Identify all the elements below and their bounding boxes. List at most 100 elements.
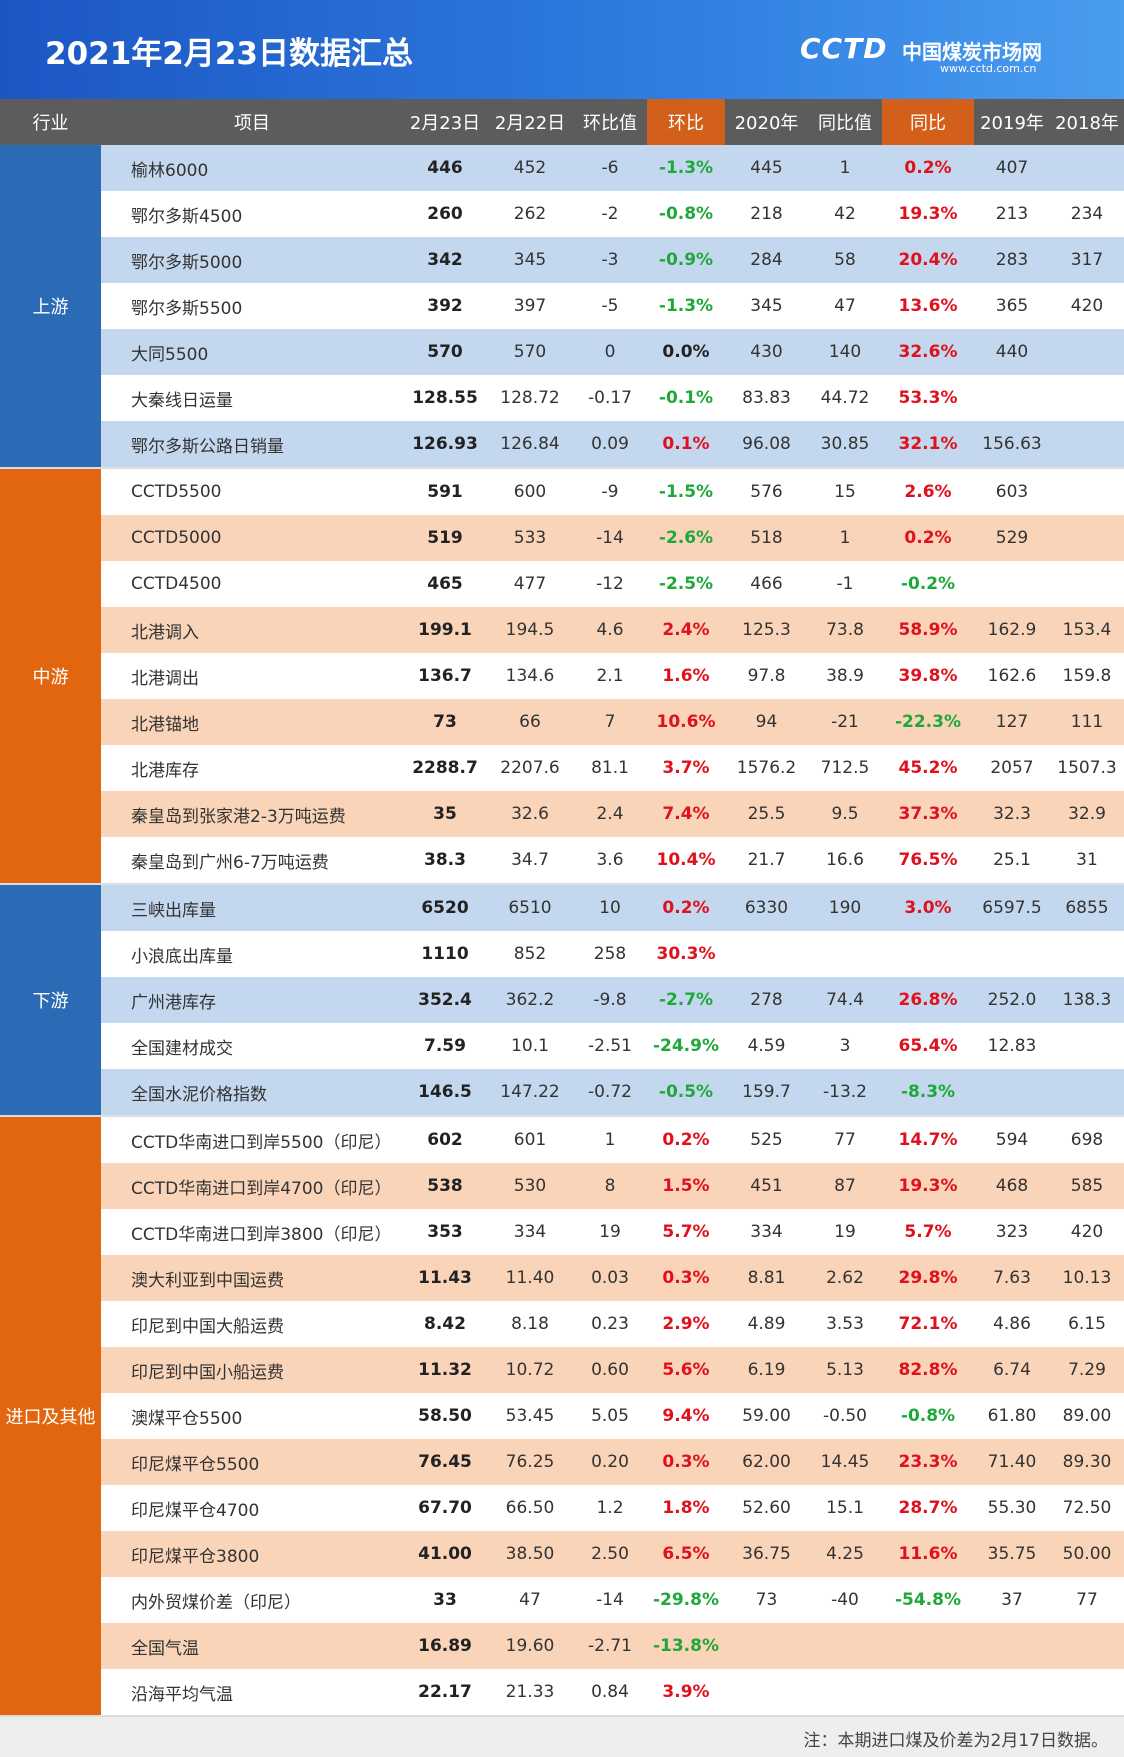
cell bbox=[882, 1669, 974, 1717]
table-row: 小浪底出库量 1110 852 258 30.3% bbox=[0, 931, 1124, 977]
cell: 58 bbox=[808, 237, 882, 283]
cell: 10.1 bbox=[487, 1023, 573, 1069]
item-name: 三峡出库量 bbox=[101, 884, 403, 931]
cell: -2.71 bbox=[573, 1623, 647, 1669]
header: 2021年2月23日数据汇总 CCTD 中国煤炭市场网 www.cctd.com… bbox=[0, 0, 1124, 99]
item-name: 全国水泥价格指数 bbox=[101, 1069, 403, 1117]
site-url: www.cctd.com.cn bbox=[940, 62, 1037, 75]
item-name: 印尼到中国大船运费 bbox=[101, 1301, 403, 1347]
table-row: 沿海平均气温 22.17 21.33 0.84 3.9% bbox=[0, 1669, 1124, 1717]
table-row: 印尼煤平仓5500 76.45 76.25 0.20 0.3% 62.00 14.45 23.… bbox=[0, 1439, 1124, 1485]
cell bbox=[1050, 145, 1124, 191]
column-header: 2019年 bbox=[974, 99, 1050, 145]
cell: 83.83 bbox=[725, 375, 808, 421]
cell: 4.86 bbox=[974, 1301, 1050, 1347]
cell: 4.89 bbox=[725, 1301, 808, 1347]
cell: 1576.2 bbox=[725, 745, 808, 791]
cell: 58.50 bbox=[403, 1393, 487, 1439]
cell bbox=[725, 931, 808, 977]
cell: 199.1 bbox=[403, 607, 487, 653]
cell: -2.6% bbox=[647, 515, 725, 561]
cell: 334 bbox=[725, 1209, 808, 1255]
cell: 159.8 bbox=[1050, 653, 1124, 699]
cell: 600 bbox=[487, 468, 573, 515]
cell: 446 bbox=[403, 145, 487, 191]
table-row: 进口及其他 CCTD华南进口到岸5500（印尼） 602 601 1 0.2% 525 77 1… bbox=[0, 1116, 1124, 1717]
item-name: 秦皇岛到广州6-7万吨运费 bbox=[101, 837, 403, 885]
cell: 53.3% bbox=[882, 375, 974, 421]
item-name: 秦皇岛到张家港2-3万吨运费 bbox=[101, 791, 403, 837]
cell: 42 bbox=[808, 191, 882, 237]
cell: 7.59 bbox=[403, 1023, 487, 1069]
cell: -0.5% bbox=[647, 1069, 725, 1117]
column-header: 环比 bbox=[647, 99, 725, 145]
cell: 22.17 bbox=[403, 1669, 487, 1717]
cell bbox=[808, 931, 882, 977]
cell bbox=[882, 931, 974, 977]
cell: 19.3% bbox=[882, 191, 974, 237]
table-row: 鄂尔多斯4500 260 262 -2 -0.8% 218 42 19.3% 213 234 bbox=[0, 191, 1124, 237]
cell: 111 bbox=[1050, 699, 1124, 745]
cell: 146.5 bbox=[403, 1069, 487, 1117]
cell: 5.05 bbox=[573, 1393, 647, 1439]
cell: 128.72 bbox=[487, 375, 573, 421]
column-header: 同比值 bbox=[808, 99, 882, 145]
cell: 127 bbox=[974, 699, 1050, 745]
cell: 162.9 bbox=[974, 607, 1050, 653]
cell: 1.6% bbox=[647, 653, 725, 699]
cell: 529 bbox=[974, 515, 1050, 561]
cell bbox=[974, 1623, 1050, 1669]
cell: 89.30 bbox=[1050, 1439, 1124, 1485]
cell: 6.74 bbox=[974, 1347, 1050, 1393]
cell: 353 bbox=[403, 1209, 487, 1255]
cell: 128.55 bbox=[403, 375, 487, 421]
cell: 47 bbox=[487, 1577, 573, 1623]
cell: 258 bbox=[573, 931, 647, 977]
cell: 2.50 bbox=[573, 1531, 647, 1577]
cell: 30.85 bbox=[808, 421, 882, 469]
cell: 47 bbox=[808, 283, 882, 329]
cell: 126.84 bbox=[487, 421, 573, 469]
cell: 41.00 bbox=[403, 1531, 487, 1577]
item-name: CCTD5500 bbox=[101, 468, 403, 515]
cell: 234 bbox=[1050, 191, 1124, 237]
item-name: 全国气温 bbox=[101, 1623, 403, 1669]
cell: 1.2 bbox=[573, 1485, 647, 1531]
cell: 87 bbox=[808, 1163, 882, 1209]
cell: 10 bbox=[573, 884, 647, 931]
table-row: 秦皇岛到广州6-7万吨运费 38.3 34.7 3.6 10.4% 21.7 16.6 76.… bbox=[0, 837, 1124, 885]
cell: 19.3% bbox=[882, 1163, 974, 1209]
table-row: CCTD5000 519 533 -14 -2.6% 518 1 0.2% 529 bbox=[0, 515, 1124, 561]
table-row: 中游 CCTD5500 591 600 -9 -1.5% 576 15 2.6% 603 bbox=[0, 468, 1124, 885]
item-name: 澳大利亚到中国运费 bbox=[101, 1255, 403, 1301]
cell: 6520 bbox=[403, 884, 487, 931]
cell: 345 bbox=[725, 283, 808, 329]
cell: 538 bbox=[403, 1163, 487, 1209]
cell: 50.00 bbox=[1050, 1531, 1124, 1577]
cell bbox=[974, 375, 1050, 421]
item-name: CCTD华南进口到岸3800（印尼） bbox=[101, 1209, 403, 1255]
cell: -1.3% bbox=[647, 145, 725, 191]
cell bbox=[974, 1069, 1050, 1117]
cell: -3 bbox=[573, 237, 647, 283]
cell: -13.8% bbox=[647, 1623, 725, 1669]
cell: 97.8 bbox=[725, 653, 808, 699]
cell: 6597.5 bbox=[974, 884, 1050, 931]
cell: 29.8% bbox=[882, 1255, 974, 1301]
cell: -29.8% bbox=[647, 1577, 725, 1623]
column-header: 2018年 bbox=[1050, 99, 1124, 145]
cell: 5.7% bbox=[882, 1209, 974, 1255]
cell: 126.93 bbox=[403, 421, 487, 469]
cell: 1 bbox=[808, 145, 882, 191]
item-name: CCTD4500 bbox=[101, 561, 403, 607]
cell bbox=[1050, 329, 1124, 375]
cell bbox=[1050, 1623, 1124, 1669]
cell: 37.3% bbox=[882, 791, 974, 837]
cell: 147.22 bbox=[487, 1069, 573, 1117]
cell: -0.9% bbox=[647, 237, 725, 283]
cell: 194.5 bbox=[487, 607, 573, 653]
cell: 2.9% bbox=[647, 1301, 725, 1347]
cell: 140 bbox=[808, 329, 882, 375]
item-name: 北港锚地 bbox=[101, 699, 403, 745]
item-name: CCTD5000 bbox=[101, 515, 403, 561]
